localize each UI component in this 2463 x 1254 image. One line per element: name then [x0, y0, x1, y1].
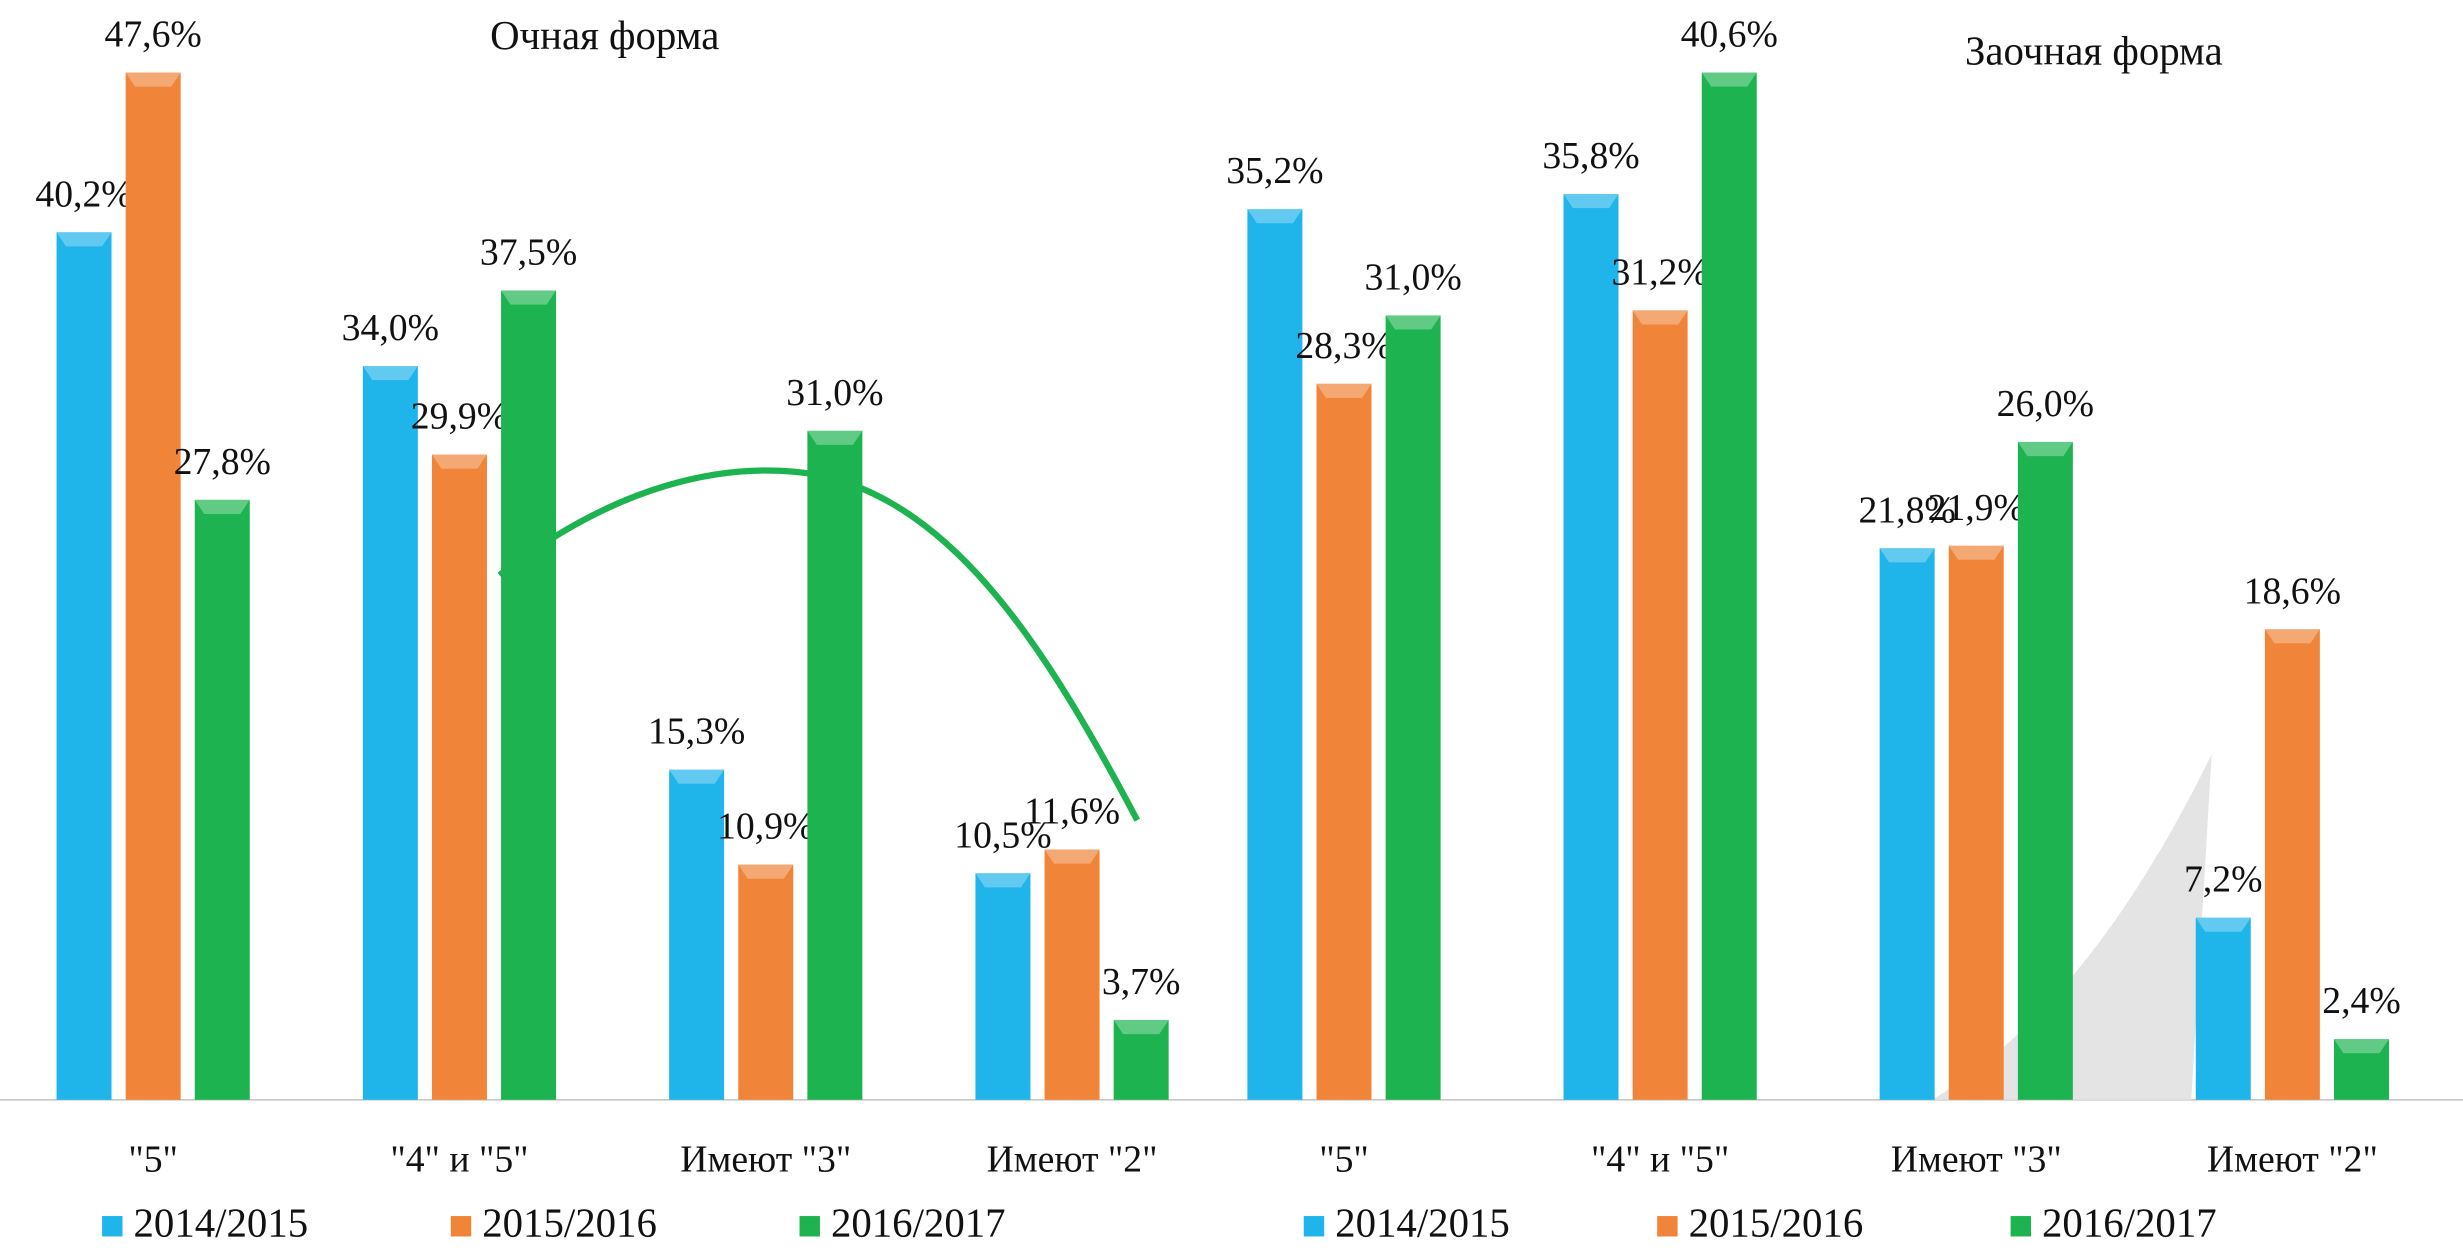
bar-bevel: [1564, 194, 1619, 208]
value-label: 7,2%: [2184, 859, 2263, 901]
value-label: 10,9%: [717, 806, 814, 848]
value-label: 40,6%: [1681, 14, 1778, 56]
value-label: 47,6%: [104, 14, 201, 56]
bar-bevel: [57, 232, 112, 246]
bar: [1949, 546, 2004, 1100]
legend-label: 2016/2017: [831, 1200, 1006, 1245]
x-tick-label: Имеют "3": [680, 1138, 851, 1180]
bar-bevel: [2265, 629, 2320, 643]
bar-bevel: [1949, 546, 2004, 560]
bar-bevel: [738, 865, 793, 879]
bar-bevel: [1702, 73, 1757, 87]
bar-bevel: [1633, 310, 1688, 324]
value-label: 31,2%: [1611, 251, 1708, 293]
bar: [57, 232, 112, 1100]
bar: [1045, 849, 1100, 1099]
x-tick-label: "5": [1319, 1138, 1369, 1180]
chart-title: Заочная форма: [1965, 29, 2223, 74]
legend-swatch: [2011, 1216, 2031, 1236]
legend-swatch: [1304, 1216, 1324, 1236]
bar: [807, 431, 862, 1100]
bar: [1880, 548, 1935, 1100]
bar: [195, 500, 250, 1100]
bar: [2265, 629, 2320, 1100]
legend-label: 2015/2016: [1689, 1200, 1864, 1245]
value-label: 26,0%: [1997, 383, 2094, 425]
legend-label: 2015/2016: [482, 1200, 657, 1245]
value-label: 27,8%: [174, 441, 271, 483]
value-label: 40,2%: [35, 173, 132, 215]
value-label: 35,8%: [1542, 135, 1639, 177]
bar: [1633, 310, 1688, 1099]
x-tick-label: Имеют "2": [987, 1138, 1158, 1180]
value-label: 28,3%: [1295, 325, 1392, 367]
bar: [1247, 209, 1302, 1100]
bar-bevel: [807, 431, 862, 445]
bar-bevel: [2018, 442, 2073, 456]
legend-swatch: [800, 1216, 820, 1236]
value-label: 2,4%: [2322, 980, 2401, 1022]
value-label: 31,0%: [786, 372, 883, 414]
bar-bevel: [126, 73, 181, 87]
bar-bevel: [363, 366, 418, 380]
bar: [975, 873, 1030, 1100]
value-label: 11,6%: [1024, 791, 1120, 833]
bar-bevel: [1114, 1020, 1169, 1034]
bar-bevel: [195, 500, 250, 514]
x-tick-label: "5": [128, 1138, 178, 1180]
bar: [1564, 194, 1619, 1100]
bar: [738, 865, 793, 1100]
bar: [1386, 315, 1441, 1099]
legend-label: 2014/2015: [1335, 1200, 1510, 1245]
legend-swatch: [102, 1216, 122, 1236]
x-tick-label: "4" и "5": [1591, 1138, 1729, 1180]
value-label: 3,7%: [1102, 961, 1181, 1003]
bar: [501, 290, 556, 1099]
value-label: 34,0%: [342, 307, 439, 349]
bar: [669, 770, 724, 1100]
bar-bevel: [2334, 1039, 2389, 1053]
legend-swatch: [451, 1216, 471, 1236]
page: Очная форма "5" 40,2% 47,6% 27,8% "4" и "5" 34…: [0, 0, 2463, 1254]
legend-swatch: [1657, 1216, 1677, 1236]
chart: Очная форма "5" 40,2% 47,6% 27,8% "4" и "5" 34…: [0, 0, 2463, 1254]
bar-bevel: [501, 290, 556, 304]
value-label: 29,9%: [411, 396, 508, 438]
legend-label: 2014/2015: [134, 1200, 309, 1245]
legend-label: 2016/2017: [2042, 1200, 2217, 1245]
bar: [2196, 918, 2251, 1100]
bar-bevel: [669, 770, 724, 784]
bar-bevel: [1247, 209, 1302, 223]
value-label: 18,6%: [2244, 570, 2341, 612]
bar-bevel: [1045, 849, 1100, 863]
bar: [432, 455, 487, 1100]
value-label: 31,0%: [1364, 257, 1461, 299]
bar-bevel: [2196, 918, 2251, 932]
bar-bevel: [432, 455, 487, 469]
chart-title: Очная форма: [490, 13, 719, 58]
value-label: 35,2%: [1226, 150, 1323, 192]
bar-bevel: [1880, 548, 1935, 562]
bar: [1317, 384, 1372, 1100]
bar: [2018, 442, 2073, 1100]
x-tick-label: Имеют "2": [2207, 1138, 2378, 1180]
value-label: 15,3%: [648, 711, 745, 753]
bar-bevel: [1317, 384, 1372, 398]
x-tick-label: "4" и "5": [390, 1138, 528, 1180]
x-tick-label: Имеют "3": [1891, 1138, 2062, 1180]
bar-bevel: [975, 873, 1030, 887]
value-label: 21,9%: [1928, 487, 2025, 529]
bar: [363, 366, 418, 1100]
value-label: 37,5%: [480, 232, 577, 274]
bar-bevel: [1386, 315, 1441, 329]
bar: [126, 73, 181, 1100]
bar: [1702, 73, 1757, 1100]
